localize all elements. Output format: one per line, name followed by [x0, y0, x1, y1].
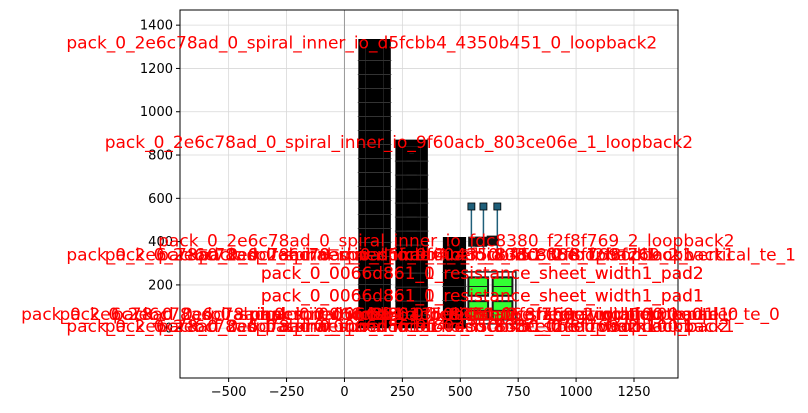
annotation-label: pack_0_2e6c78ad_0_spiral_inner_io_9f60ac…	[105, 133, 693, 153]
x-axis: −500 −250 0 250 500 750 1000 1250	[211, 378, 651, 400]
x-tick-label: −500	[211, 385, 247, 400]
annotation-label: pack_0_2e6c78ad_0_spiral_inner_io_fdc838…	[158, 232, 734, 252]
annotation-label: pack_0_2e6c78ad_0_spiral_inner_io_d5fcbb…	[66, 246, 657, 266]
y-tick-label: 400	[148, 235, 173, 250]
y-tick-label: 1200	[140, 62, 173, 77]
spiral	[394, 139, 429, 329]
probe-pad	[479, 202, 488, 211]
y-tick-label: 200	[148, 278, 173, 293]
annotation-label: pack_0_2e6c78ad_0_spiral_inner_io_fdc838…	[158, 246, 734, 266]
annotation-label: pack_0_0066d861_0_resistance_sheet_width…	[250, 305, 715, 325]
annotation-label: pack_0_0066d861_1_resistance_sheet_width…	[261, 264, 704, 284]
y-tick-label: 600	[148, 192, 173, 207]
annotation-label: pack_0_2e6c78ad_0_spiral_inner_io_fdc838…	[158, 317, 734, 337]
spiral	[357, 38, 392, 329]
y-tick-label: 0	[165, 322, 173, 337]
layout-marks	[343, 10, 517, 378]
spiral-loop	[449, 244, 460, 329]
x-tick-label: 1000	[560, 385, 593, 400]
annotation-label: pack_0_2e6c78ad_0_spiral_inner_io_d5fcbb…	[66, 317, 657, 337]
annotation-label: pack_0_0066d861_1_resistance_sheet_width…	[261, 287, 704, 307]
pad-frame	[464, 271, 517, 325]
probe-pad	[493, 202, 502, 211]
x-tick-label: 250	[390, 385, 415, 400]
x-tick-label: 0	[340, 385, 348, 400]
y-tick-label: 1000	[140, 105, 173, 120]
spiral-loop	[369, 52, 380, 329]
axes-frame	[179, 9, 679, 379]
probe-pad	[467, 202, 476, 211]
annotation-label: pack_0_2e6c78ad_0_spiral_inner_io_9f60ac…	[105, 317, 693, 337]
annotation-label: pack_0_2e6c78ad_0_spiral_inner_io_d5fcbb…	[66, 33, 657, 53]
probe-marker	[486, 235, 499, 246]
annotation-label: pack_0_2e6c78ad_0_spiral_inner_io_9f60ac…	[59, 305, 738, 325]
spiral-loop	[402, 146, 421, 329]
spiral-loop	[365, 45, 384, 329]
annotation-label: pack_0_0066d861_1_resistance_sheet_width…	[265, 305, 730, 325]
annotation-label: pack_0_0066d861_0_resistance_sheet_width…	[261, 264, 704, 284]
annotation-label: pack_0_0066d861_0_resistance_sheet_width…	[261, 287, 704, 307]
probe-marker	[475, 236, 488, 247]
y-axis: 0 200 400 600 800 1000 1200 1400	[140, 19, 180, 337]
spiral-loop	[406, 153, 417, 329]
y-tick-label: 800	[148, 149, 173, 164]
spiral-loop	[395, 139, 428, 329]
x-tick-label: 500	[448, 385, 473, 400]
annotation-label: pack_0_2e6c78ad_0_spiral_inner_io_d5fcbb…	[21, 305, 702, 325]
spiral	[442, 237, 467, 329]
spiral-loop	[445, 251, 464, 329]
probe-marker	[468, 236, 481, 247]
annotation-label: pack_0_2e6c78ad_0_spiral_inner_io_fdc838…	[113, 305, 780, 325]
x-tick-label: 750	[506, 385, 531, 400]
annotations: pack_0_2e6c78ad_0_spiral_inner_io_d5fcbb…	[21, 33, 796, 337]
annotation-label: pack_0_2e6c78ad_0_spiral_inner_io_fdc838…	[199, 246, 796, 266]
y-tick-label: 1400	[140, 19, 173, 34]
annotation-label: pack_0_2e6c78ad_0_spiral_inner_io_9f60ac…	[105, 246, 693, 266]
spiral-loop	[358, 38, 391, 329]
annotation-label: pack_0_0066d861_1_resistance_sheet_width…	[265, 317, 730, 337]
x-tick-label: −250	[269, 385, 305, 400]
x-tick-label: 1250	[617, 385, 650, 400]
